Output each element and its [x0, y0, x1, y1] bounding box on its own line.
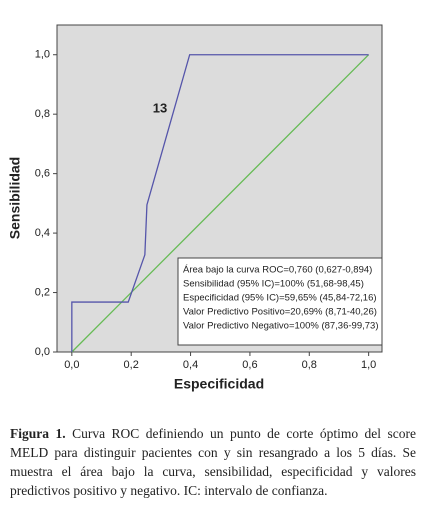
- x-tick-label: 0,2: [124, 359, 139, 371]
- y-tick-label: 1,0: [35, 49, 50, 61]
- y-axis-label: Sensibilidad: [7, 157, 23, 239]
- series-line: [71, 54, 369, 352]
- y-tick-label: 0,2: [35, 286, 50, 298]
- stats-box: [177, 257, 383, 346]
- y-tick-label: 0,0: [35, 346, 50, 358]
- chart: Especificidad Sensibilidad 13 0,0 0,2 0,4 0…: [7, 24, 383, 392]
- x-tick-label: 0,4: [183, 359, 198, 371]
- caption: Figura 1. Curva ROC definiendo un punto …: [10, 424, 416, 500]
- stats-line: Sensibilidad (95% IC)=100% (51,68-98,45): [183, 279, 364, 290]
- stats-line: Especificidad (95% IC)=59,65% (45,84-72,…: [183, 293, 377, 304]
- stats-line: Valor Predictivo Negativo=100% (87,36-99…: [183, 321, 378, 332]
- caption-label: Figura 1.: [10, 426, 66, 441]
- x-tick-label: 0,8: [302, 359, 317, 371]
- x-tick-label: 1,0: [361, 359, 376, 371]
- y-tick-label: 0,4: [35, 227, 50, 239]
- x-tick-label: 0,6: [242, 359, 257, 371]
- stats-line: Valor Predictivo Positivo=20,69% (8,71-4…: [183, 307, 377, 318]
- y-tick-label: 0,6: [35, 168, 50, 180]
- caption-text: Curva ROC definiendo un punto de corte ó…: [10, 426, 417, 498]
- stats-line: Área bajo la curva ROC=0,760 (0,627-0,89…: [183, 265, 372, 276]
- annotation: 13: [153, 100, 167, 115]
- y-tick-label: 0,8: [35, 108, 50, 120]
- x-tick-label: 0,0: [64, 359, 79, 371]
- x-axis-label: Especificidad: [174, 376, 264, 392]
